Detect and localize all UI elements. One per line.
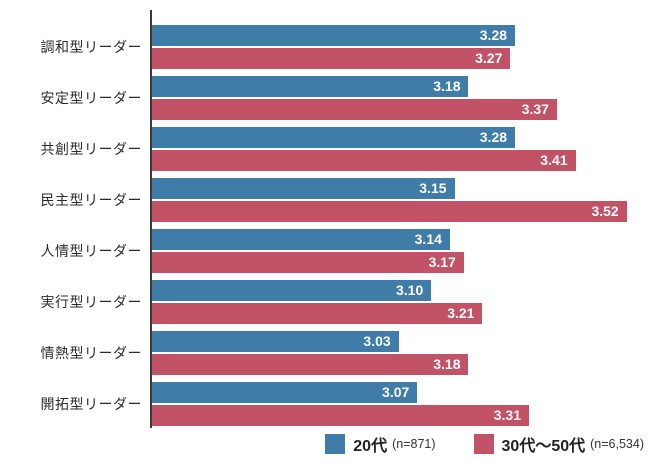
legend-label-20s: 20代 bbox=[353, 438, 388, 455]
bar-20s: 3.18 bbox=[152, 76, 469, 97]
bar-20s: 3.28 bbox=[152, 127, 516, 148]
bar-pair: 3.03 3.18 bbox=[152, 331, 650, 375]
bar-30s-50s: 3.21 bbox=[152, 303, 483, 324]
bar-pair: 3.07 3.31 bbox=[152, 382, 650, 426]
legend-item-20s: 20代 (n=871) bbox=[325, 432, 436, 456]
bar-30s-50s: 3.31 bbox=[152, 405, 529, 426]
bar-value-label: 3.31 bbox=[493, 407, 521, 423]
category-group: 情熱型リーダー 3.03 3.18 bbox=[0, 331, 650, 375]
category-label: 安定型リーダー bbox=[40, 90, 142, 106]
bar-pair: 3.10 3.21 bbox=[152, 280, 650, 324]
bar-value-label: 3.18 bbox=[433, 78, 461, 94]
bar-20s: 3.14 bbox=[152, 229, 450, 250]
category-label: 調和型リーダー bbox=[40, 39, 142, 55]
bar-value-label: 3.07 bbox=[382, 384, 410, 400]
bar-value-label: 3.27 bbox=[475, 50, 503, 66]
category-group: 開拓型リーダー 3.07 3.31 bbox=[0, 382, 650, 426]
legend: 20代 (n=871) 30代〜50代 (n=6,534) bbox=[325, 432, 644, 456]
legend-swatch-30s-50s bbox=[473, 434, 494, 454]
bar-value-label: 3.03 bbox=[363, 333, 391, 349]
bar-value-label: 3.52 bbox=[591, 203, 619, 219]
category-group: 人情型リーダー 3.14 3.17 bbox=[0, 229, 650, 273]
category-label: 情熱型リーダー bbox=[40, 345, 142, 361]
bar-pair: 3.18 3.37 bbox=[152, 76, 650, 120]
category-group: 調和型リーダー 3.28 3.27 bbox=[0, 25, 650, 69]
category-group: 安定型リーダー 3.18 3.37 bbox=[0, 76, 650, 120]
bar-20s: 3.03 bbox=[152, 331, 399, 352]
bar-value-label: 3.41 bbox=[540, 152, 568, 168]
category-label: 実行型リーダー bbox=[40, 294, 142, 310]
bar-value-label: 3.28 bbox=[479, 129, 508, 145]
category-group: 民主型リーダー 3.15 3.52 bbox=[0, 178, 650, 222]
bar-value-label: 3.15 bbox=[419, 180, 447, 196]
legend-n-30s-50s: (n=6,534) bbox=[590, 437, 644, 451]
bar-30s-50s: 3.37 bbox=[152, 99, 557, 120]
category-group: 共創型リーダー 3.28 3.41 bbox=[0, 127, 650, 171]
bar-30s-50s: 3.27 bbox=[152, 48, 511, 69]
bar-value-label: 3.17 bbox=[428, 254, 456, 270]
category-label: 人情型リーダー bbox=[40, 243, 142, 259]
category-label: 共創型リーダー bbox=[40, 141, 142, 157]
bar-20s: 3.28 bbox=[152, 25, 516, 46]
chart-plot-area: 調和型リーダー 3.28 3.27 安定型リーダー 3.18 3.37 共創型リーダー 3.2… bbox=[0, 25, 650, 426]
category-label: 開拓型リーダー bbox=[40, 396, 142, 412]
bar-30s-50s: 3.52 bbox=[152, 201, 627, 222]
bar-pair: 3.28 3.27 bbox=[152, 25, 650, 69]
bar-20s: 3.10 bbox=[152, 280, 432, 301]
bar-value-label: 3.21 bbox=[447, 305, 475, 321]
category-group: 実行型リーダー 3.10 3.21 bbox=[0, 280, 650, 324]
bar-30s-50s: 3.41 bbox=[152, 150, 576, 171]
bar-20s: 3.07 bbox=[152, 382, 418, 403]
legend-label-30s-50s: 30代〜50代 bbox=[501, 438, 586, 455]
bar-value-label: 3.14 bbox=[414, 231, 442, 247]
bar-value-label: 3.10 bbox=[396, 282, 424, 298]
bar-pair: 3.15 3.52 bbox=[152, 178, 650, 222]
bar-value-label: 3.37 bbox=[521, 101, 549, 117]
legend-item-30s-50s: 30代〜50代 (n=6,534) bbox=[473, 432, 644, 456]
bar-pair: 3.14 3.17 bbox=[152, 229, 650, 273]
bar-value-label: 3.28 bbox=[479, 27, 508, 43]
bar-20s: 3.15 bbox=[152, 178, 455, 199]
bar-30s-50s: 3.18 bbox=[152, 354, 469, 375]
y-axis-line bbox=[150, 10, 152, 428]
bar-30s-50s: 3.17 bbox=[152, 252, 464, 273]
bar-pair: 3.28 3.41 bbox=[152, 127, 650, 171]
category-label: 民主型リーダー bbox=[40, 192, 142, 208]
bar-value-label: 3.18 bbox=[433, 356, 461, 372]
legend-n-20s: (n=871) bbox=[392, 437, 436, 451]
legend-swatch-20s bbox=[325, 434, 346, 454]
